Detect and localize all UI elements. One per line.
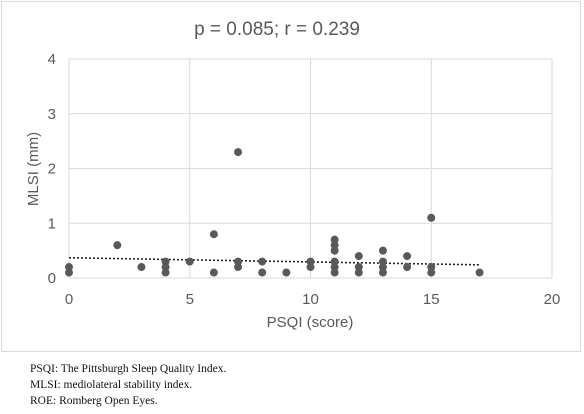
data-point bbox=[475, 268, 484, 277]
data-point bbox=[427, 213, 436, 222]
data-point bbox=[282, 268, 291, 277]
data-point bbox=[354, 263, 363, 272]
data-point bbox=[234, 148, 243, 157]
y-axis-label: MLSI (mm) bbox=[25, 132, 42, 206]
data-point bbox=[161, 263, 170, 272]
y-tick-label: 3 bbox=[48, 106, 56, 123]
data-point bbox=[258, 257, 267, 266]
data-point bbox=[354, 268, 363, 277]
x-tick-label: 15 bbox=[423, 291, 440, 308]
data-points bbox=[65, 148, 484, 277]
data-point bbox=[354, 252, 363, 261]
data-point bbox=[161, 257, 170, 266]
data-point bbox=[113, 241, 122, 250]
footnote-roe: ROE: Romberg Open Eyes. bbox=[30, 395, 158, 407]
data-point bbox=[403, 263, 412, 272]
trendline-layer bbox=[68, 256, 480, 266]
data-point bbox=[258, 268, 267, 277]
data-point bbox=[161, 268, 170, 277]
gridlines bbox=[68, 58, 553, 279]
x-tick-label: 0 bbox=[65, 291, 73, 308]
data-point bbox=[378, 246, 387, 255]
data-point bbox=[65, 268, 73, 277]
data-point bbox=[378, 263, 387, 272]
data-point bbox=[330, 241, 339, 250]
data-point bbox=[330, 246, 339, 255]
y-tick-label: 2 bbox=[48, 161, 56, 178]
data-point bbox=[234, 263, 243, 272]
data-point bbox=[330, 257, 339, 266]
data-point bbox=[209, 268, 218, 277]
chart-title: p = 0.085; r = 0.239 bbox=[194, 19, 360, 40]
data-point bbox=[427, 268, 436, 277]
data-point bbox=[234, 257, 243, 266]
footnote-mlsi: MLSI: mediolateral stability index. bbox=[30, 379, 193, 391]
y-tick-label: 1 bbox=[48, 215, 56, 232]
data-point bbox=[209, 230, 218, 239]
footnote-psqi: PSQI: The Pittsburgh Sleep Quality Index… bbox=[30, 363, 227, 375]
data-point bbox=[306, 263, 315, 272]
data-point bbox=[330, 263, 339, 272]
data-point bbox=[65, 263, 73, 272]
data-point bbox=[185, 257, 194, 266]
x-tick-label: 10 bbox=[302, 291, 319, 308]
data-point bbox=[137, 263, 146, 272]
data-point bbox=[378, 268, 387, 277]
data-point bbox=[306, 257, 315, 266]
x-axis-label: PSQI (score) bbox=[267, 314, 354, 331]
x-tick-label: 5 bbox=[186, 291, 194, 308]
y-tick-label: 4 bbox=[48, 51, 56, 68]
y-tick-label: 0 bbox=[48, 270, 56, 287]
data-point bbox=[378, 257, 387, 266]
data-point bbox=[427, 263, 436, 272]
tick-labels: 0 1 2 3 4 0 5 10 15 20 bbox=[48, 51, 561, 308]
trendline bbox=[68, 256, 480, 266]
x-tick-label: 20 bbox=[544, 291, 561, 308]
data-point bbox=[403, 252, 412, 261]
data-point bbox=[330, 268, 339, 277]
data-point bbox=[330, 235, 339, 244]
footnotes: PSQI: The Pittsburgh Sleep Quality Index… bbox=[30, 361, 226, 409]
scatter-chart: 0 1 2 3 4 0 5 10 15 20 p = 0.085; r = 0.239 PSQI … bbox=[25, 19, 561, 331]
